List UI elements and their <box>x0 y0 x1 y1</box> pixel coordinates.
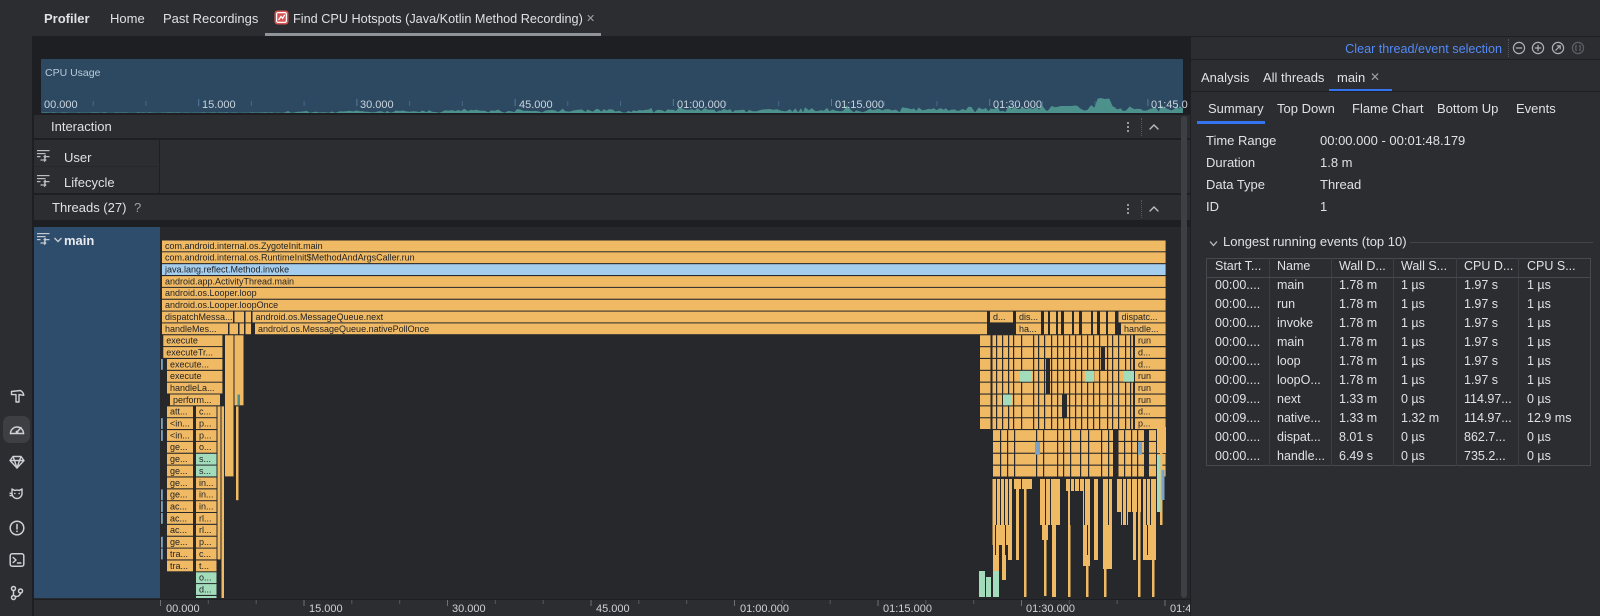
svg-text:s...: s... <box>199 454 211 464</box>
svg-text:executeTr...: executeTr... <box>166 347 213 357</box>
svg-text:rl...: rl... <box>199 513 212 523</box>
svg-text:execute...: execute... <box>170 359 209 369</box>
svg-text:ge...: ge... <box>170 466 188 476</box>
svg-text:p...: p... <box>199 537 212 547</box>
svg-text:ac...: ac... <box>170 513 187 523</box>
svg-text:p...: p... <box>199 430 212 440</box>
svg-text:rl...: rl... <box>199 525 212 535</box>
svg-text:run: run <box>1138 383 1151 393</box>
svg-text:d...: d... <box>993 312 1006 322</box>
svg-text:handle...: handle... <box>1124 324 1159 334</box>
svg-text:o...: o... <box>199 573 212 583</box>
svg-text:com.android.internal.os.Runtim: com.android.internal.os.RuntimeInit$Meth… <box>165 253 415 263</box>
svg-text:ha...: ha... <box>1019 324 1037 334</box>
svg-text:ge...: ge... <box>170 478 188 488</box>
svg-text:in...: in... <box>199 502 214 512</box>
svg-text:p...: p... <box>199 419 212 429</box>
svg-text:ac...: ac... <box>170 502 187 512</box>
svg-text:dis...: dis... <box>1019 312 1038 322</box>
svg-text:run: run <box>1138 395 1151 405</box>
svg-text:o...: o... <box>199 442 212 452</box>
svg-text:att...: att... <box>170 407 188 417</box>
svg-text:java.lang.reflect.Method.invok: java.lang.reflect.Method.invoke <box>164 265 289 275</box>
svg-text:run: run <box>1138 336 1151 346</box>
svg-text:<in...: <in... <box>170 419 190 429</box>
svg-text:c...: c... <box>199 407 211 417</box>
svg-text:s...: s... <box>199 466 211 476</box>
svg-text:dispatc...: dispatc... <box>1122 312 1158 322</box>
svg-text:tra...: tra... <box>170 549 188 559</box>
svg-text:ge...: ge... <box>170 537 188 547</box>
svg-text:execute: execute <box>170 371 202 381</box>
svg-text:ge...: ge... <box>170 442 188 452</box>
svg-text:in...: in... <box>199 478 214 488</box>
svg-text:c...: c... <box>199 549 211 559</box>
svg-text:in...: in... <box>199 490 214 500</box>
svg-text:ge...: ge... <box>170 490 188 500</box>
svg-text:android.os.MessageQueue.native: android.os.MessageQueue.nativePollOnce <box>258 324 429 334</box>
svg-text:handleMes...: handleMes... <box>165 324 217 334</box>
svg-text:t...: t... <box>199 561 209 571</box>
svg-text:dispatchMessa...: dispatchMessa... <box>165 312 233 322</box>
svg-text:<in...: <in... <box>170 430 190 440</box>
svg-text:android.app.ActivityThread.mai: android.app.ActivityThread.main <box>165 276 294 286</box>
svg-text:p...: p... <box>1138 419 1151 429</box>
svg-text:handleLa...: handleLa... <box>170 383 215 393</box>
svg-text:d...: d... <box>1138 359 1151 369</box>
svg-text:tra...: tra... <box>170 561 188 571</box>
svg-text:d...: d... <box>199 584 212 594</box>
svg-text:execute: execute <box>166 336 198 346</box>
svg-text:android.os.MessageQueue.next: android.os.MessageQueue.next <box>256 312 384 322</box>
svg-text:d...: d... <box>1138 407 1151 417</box>
svg-text:ge...: ge... <box>170 454 188 464</box>
svg-text:android.os.Looper.loop: android.os.Looper.loop <box>165 288 257 298</box>
svg-text:d...: d... <box>1138 347 1151 357</box>
svg-text:perform...: perform... <box>173 395 212 405</box>
svg-text:ac...: ac... <box>170 525 187 535</box>
svg-text:run: run <box>1138 371 1151 381</box>
svg-text:android.os.Looper.loopOnce: android.os.Looper.loopOnce <box>165 300 278 310</box>
svg-text:com.android.internal.os.Zygote: com.android.internal.os.ZygoteInit.main <box>165 241 323 251</box>
